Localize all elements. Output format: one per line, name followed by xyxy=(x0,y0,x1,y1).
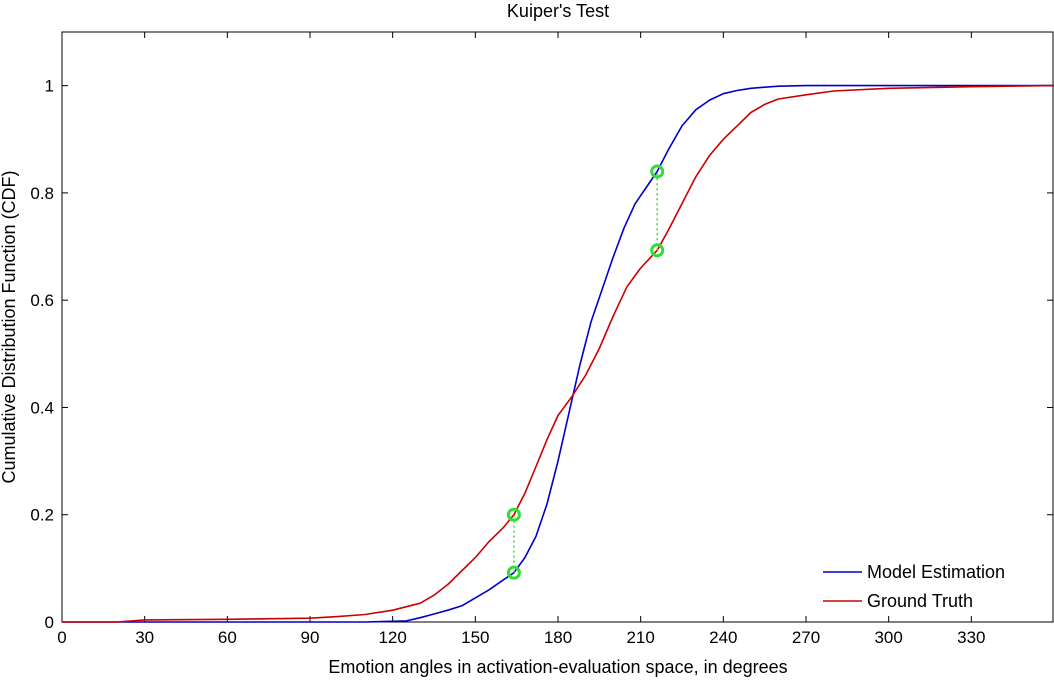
x-tick-label: 60 xyxy=(218,628,237,647)
legend-label: Ground Truth xyxy=(867,591,973,611)
axes: 0 30 60 90 120 150 180 210 240 270 300 330 0 0.2 0.4 0.… xyxy=(30,31,1054,647)
y-tick-label: 1 xyxy=(45,77,54,96)
y-tick-label: 0 xyxy=(45,613,54,632)
x-tick-label: 30 xyxy=(135,628,154,647)
x-tick-label: 210 xyxy=(626,628,654,647)
annotation-group xyxy=(506,164,665,580)
legend: Model Estimation Ground Truth xyxy=(823,562,1005,611)
x-tick-label: 300 xyxy=(874,628,902,647)
x-tick-label: 330 xyxy=(957,628,985,647)
kuiper-marker-low xyxy=(650,243,665,258)
kuiper-marker-high xyxy=(650,164,665,179)
series-group xyxy=(62,84,1054,623)
x-tick-label: 150 xyxy=(461,628,489,647)
plot-frame xyxy=(61,31,1054,623)
y-tick-label: 0.2 xyxy=(30,506,54,525)
x-tick-label: 120 xyxy=(378,628,406,647)
kuiper-marker-low xyxy=(506,565,521,580)
x-tick-label: 0 xyxy=(57,628,66,647)
series-line-model-estimation xyxy=(62,84,1054,623)
chart-title: Kuiper's Test xyxy=(507,1,609,21)
x-tick-label: 180 xyxy=(544,628,572,647)
y-tick-label: 0.4 xyxy=(30,398,54,417)
x-tick-label: 90 xyxy=(301,628,320,647)
legend-label: Model Estimation xyxy=(867,562,1005,582)
y-tick-label: 0.6 xyxy=(30,291,54,310)
x-tick-label: 270 xyxy=(792,628,820,647)
series-line-ground-truth xyxy=(62,84,1054,623)
x-axis-label: Emotion angles in activation-evaluation … xyxy=(328,657,787,677)
y-axis-label: Cumulative Distribution Function (CDF) xyxy=(0,170,19,483)
y-tick-label: 0.8 xyxy=(30,184,54,203)
kuiper-marker-high xyxy=(506,507,521,522)
x-tick-label: 240 xyxy=(709,628,737,647)
